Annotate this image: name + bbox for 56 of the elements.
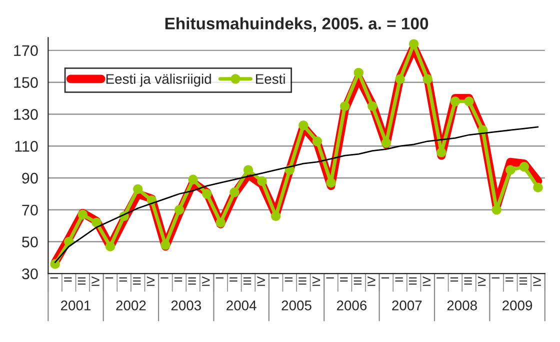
x-tick-label: I	[160, 277, 168, 278]
x-tick-label: II	[340, 277, 348, 282]
y-tick-label: 170	[14, 45, 38, 56]
y-tick-label: 70	[22, 204, 38, 216]
x-tick-label: II	[64, 277, 72, 282]
x-tick-label: II	[506, 277, 514, 282]
x-tick-label: III	[243, 277, 252, 285]
x-tick-label: II	[284, 277, 292, 282]
y-tick-label: 150	[14, 77, 38, 88]
text: 2002	[116, 300, 146, 310]
y-tick-label: 30	[22, 268, 38, 280]
x-tick-label: II	[119, 277, 127, 282]
x-tick-label: IV	[146, 276, 155, 286]
text: 2007	[392, 300, 422, 310]
text: 2006	[336, 300, 367, 310]
x-tick-label: I	[216, 277, 224, 278]
x-tick-label: III	[133, 277, 141, 285]
x-tick-label: III	[354, 277, 362, 285]
x-tick-label: IV	[312, 276, 320, 286]
x-tick-label: IV	[478, 276, 486, 286]
x-tick-label: II	[395, 277, 403, 282]
x-tick-label: II	[450, 277, 458, 282]
legend-label: Eesti ja välisriigid	[106, 74, 211, 87]
x-tick-label: III	[464, 277, 472, 285]
text: 2004	[226, 300, 256, 310]
legend-label: Eesti	[256, 74, 285, 84]
text: 2003	[171, 300, 201, 310]
text: 2008	[447, 300, 477, 310]
x-tick-label: I	[50, 277, 58, 278]
x-tick-label: III	[188, 277, 196, 285]
x-tick-label: II	[174, 277, 182, 282]
x-tick-label: I	[381, 277, 390, 278]
y-tick-label: 90	[22, 172, 38, 184]
x-tick-label: IV	[422, 276, 430, 286]
x-tick-label: IV	[368, 276, 376, 286]
y-tick-label: 110	[15, 140, 38, 152]
text: 2009	[502, 300, 532, 310]
x-tick-label: IV	[92, 276, 100, 286]
x-tick-label: I	[271, 277, 279, 278]
text: 2001	[61, 300, 91, 310]
x-tick-label: I	[326, 277, 334, 278]
x-tick-label: IV	[202, 276, 210, 286]
y-tick-label: 130	[14, 109, 38, 120]
x-tick-label: IV	[533, 276, 541, 286]
chart-title: Ehitusmahuindeks, 2005. a. = 100	[165, 17, 428, 32]
x-tick-label: III	[78, 277, 86, 285]
x-tick-label: IV	[257, 276, 265, 286]
text: 2005	[282, 300, 312, 310]
x-tick-label: I	[492, 277, 500, 278]
y-tick-label: 50	[22, 236, 38, 248]
x-tick-label: III	[519, 277, 528, 285]
x-tick-label: II	[230, 277, 238, 282]
x-tick-label: III	[409, 277, 417, 285]
x-tick-label: III	[298, 277, 306, 285]
x-tick-label: I	[105, 277, 114, 278]
x-tick-label: I	[436, 277, 444, 278]
